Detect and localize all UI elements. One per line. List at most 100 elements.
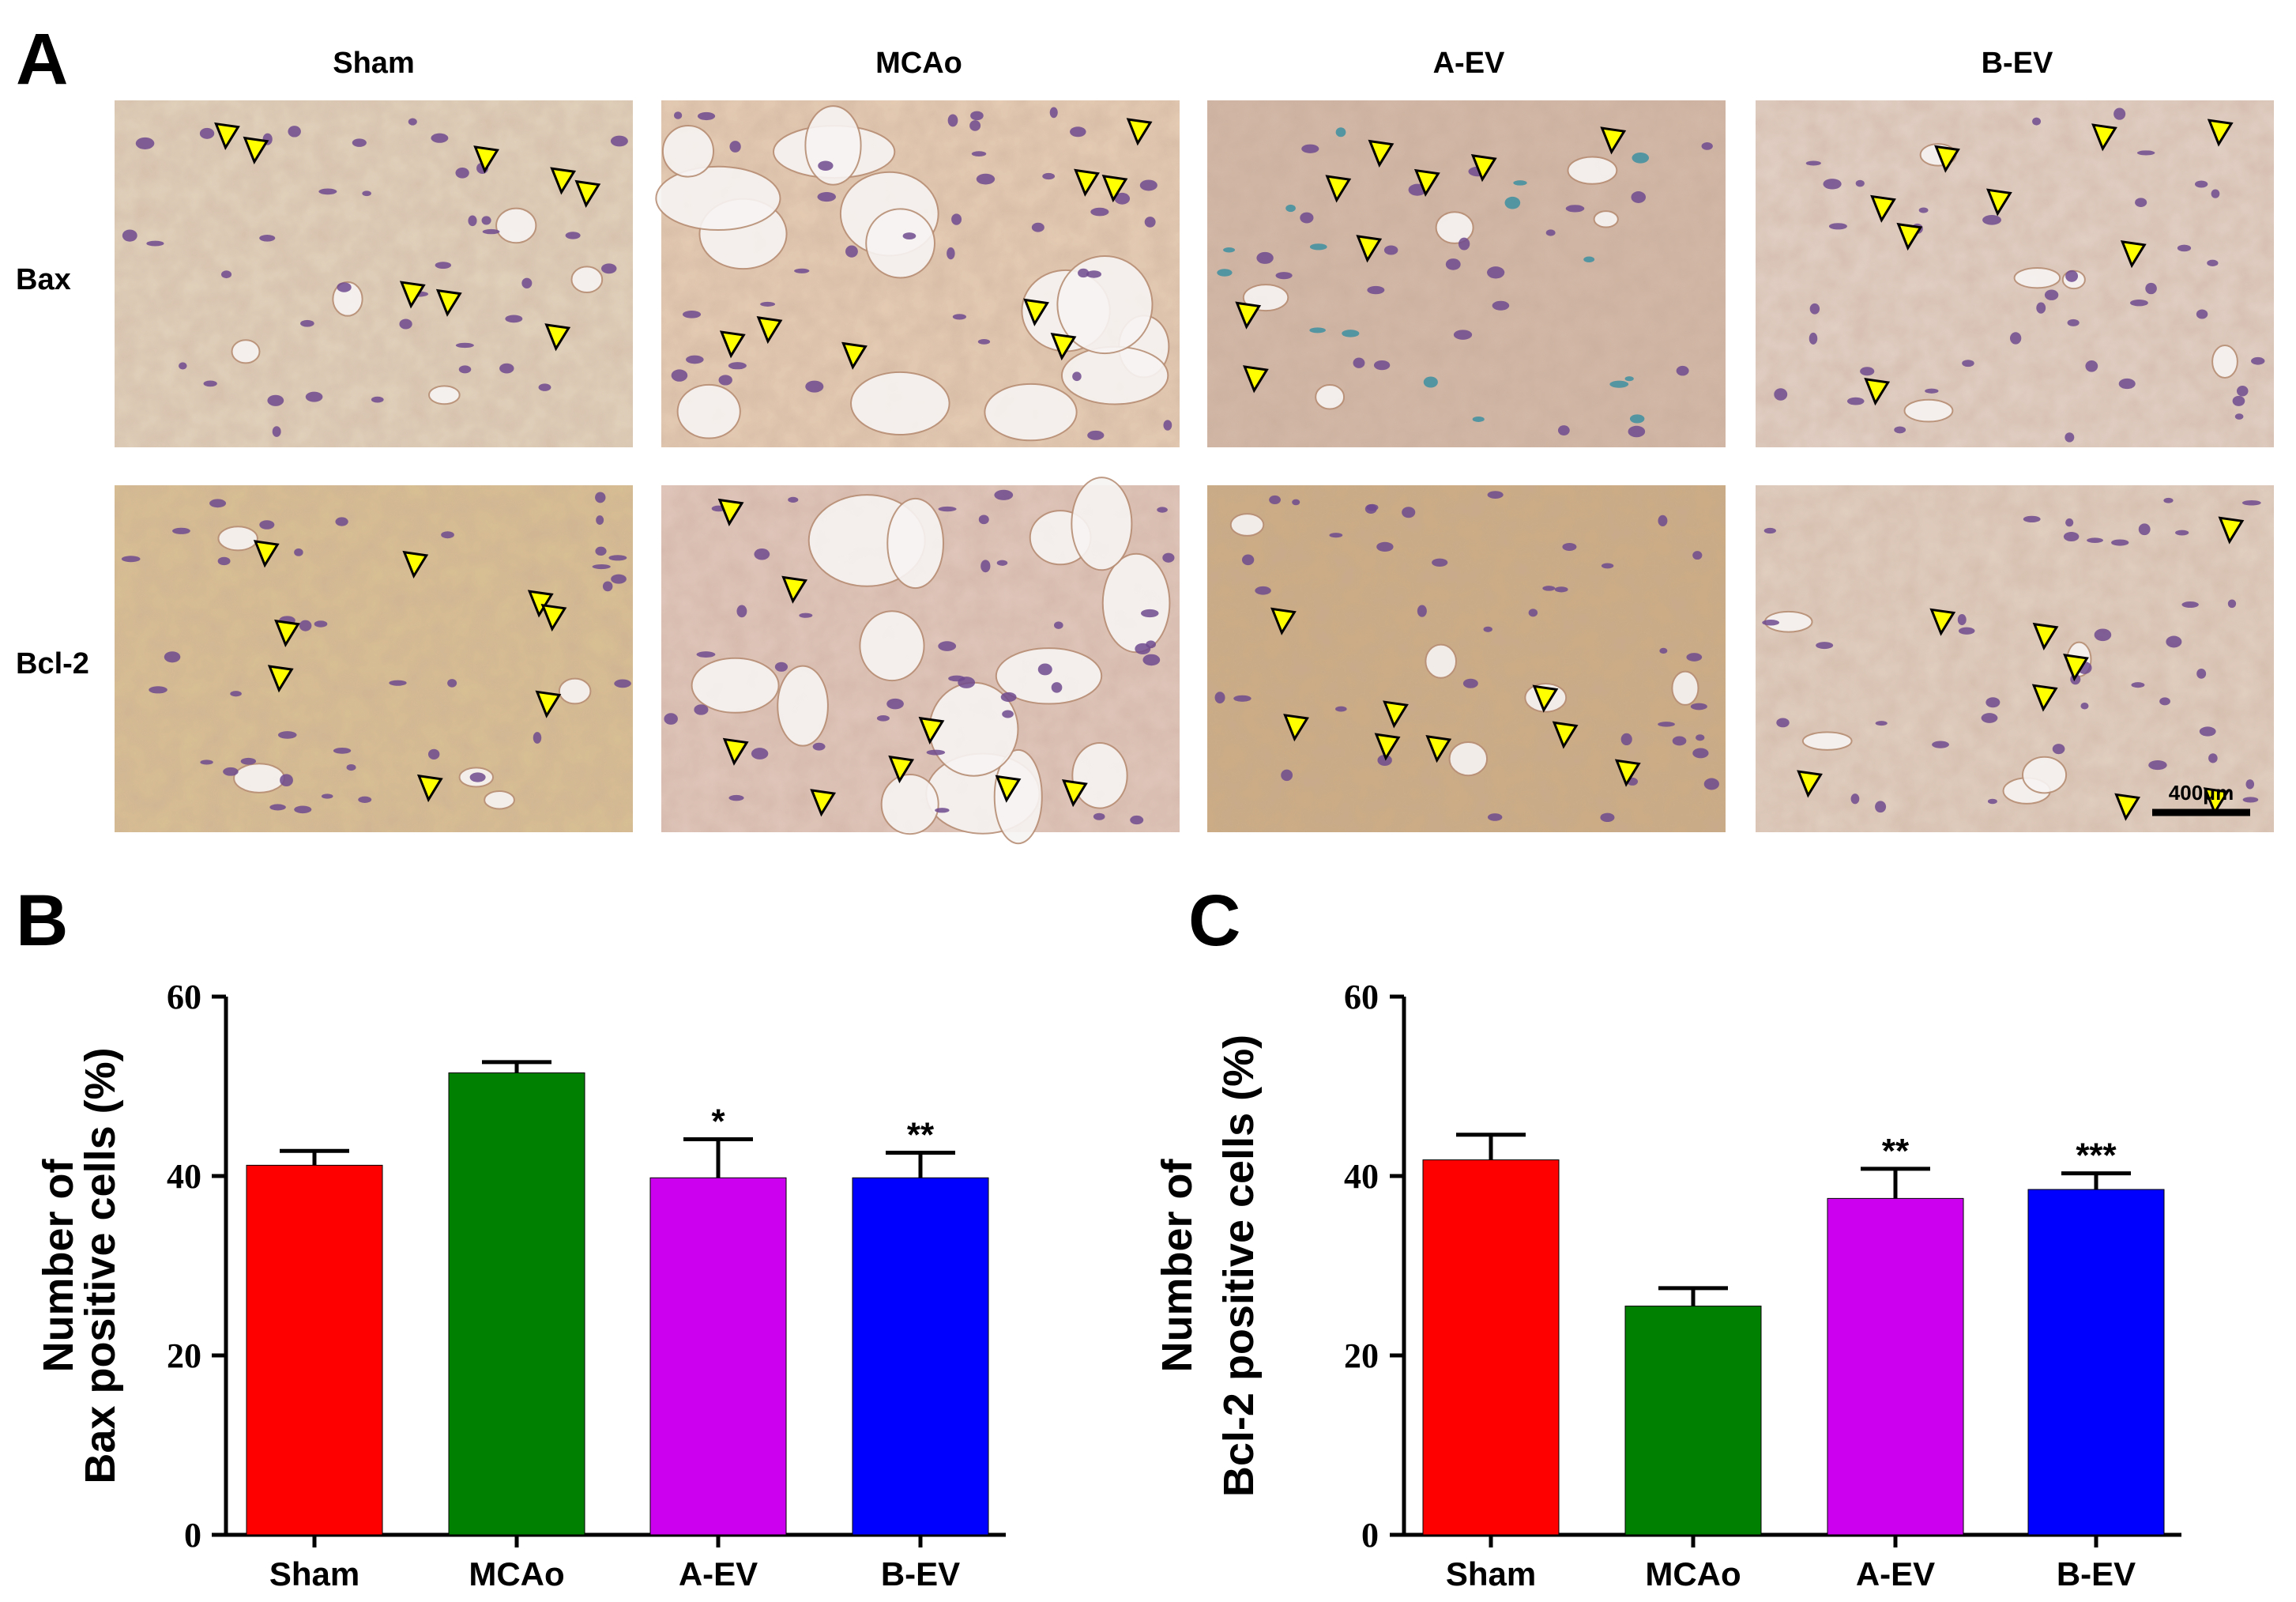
cell-nucleus bbox=[321, 793, 333, 799]
cell-nucleus bbox=[2175, 530, 2189, 536]
cell-nucleus bbox=[1701, 142, 1713, 150]
cell-nucleus bbox=[468, 215, 477, 227]
y-tick-label: 60 bbox=[167, 978, 201, 1016]
cell-nucleus bbox=[994, 489, 1014, 500]
cell-nucleus bbox=[794, 268, 810, 273]
cell-nucleus bbox=[1335, 706, 1347, 712]
cell-nucleus bbox=[371, 396, 384, 403]
arrowhead-marker bbox=[1050, 332, 1077, 361]
significance-label: *** bbox=[2076, 1136, 2117, 1175]
cell-nucleus bbox=[1367, 285, 1385, 295]
cell-nucleus bbox=[1676, 365, 1689, 376]
cell-nucleus bbox=[1162, 552, 1175, 563]
cell-nucleus bbox=[1875, 801, 1887, 813]
cell-nucleus bbox=[135, 137, 155, 149]
cell-nucleus bbox=[2111, 539, 2129, 546]
cell-nucleus bbox=[718, 375, 732, 386]
cell-nucleus bbox=[333, 747, 352, 754]
cell-nucleus bbox=[996, 560, 1008, 566]
cell-nucleus bbox=[1894, 426, 1906, 434]
cell-nucleus bbox=[608, 555, 627, 561]
cell-nucleus bbox=[1285, 204, 1296, 213]
cell-nucleus bbox=[1562, 542, 1577, 551]
cell-nucleus bbox=[200, 760, 213, 765]
cell-nucleus bbox=[408, 118, 417, 126]
bar-a-ev bbox=[649, 1177, 787, 1536]
cell-nucleus bbox=[217, 556, 231, 566]
arrowhead-marker bbox=[1614, 759, 1641, 787]
cell-nucleus bbox=[1692, 748, 1709, 759]
cell-nucleus bbox=[1130, 815, 1144, 825]
cell-nucleus bbox=[671, 369, 688, 382]
y-axis-label: Bax positive cells (%) bbox=[77, 1047, 124, 1483]
cell-nucleus bbox=[1281, 769, 1293, 782]
vacuole bbox=[886, 497, 944, 590]
cell-nucleus bbox=[1850, 793, 1860, 805]
cell-nucleus bbox=[952, 314, 966, 320]
arrowhead-marker bbox=[2203, 787, 2230, 816]
cell-nucleus bbox=[1925, 388, 1939, 394]
cell-nucleus bbox=[533, 732, 542, 744]
vacuole bbox=[231, 339, 261, 364]
cell-nucleus bbox=[1686, 653, 1703, 662]
row-label-bcl2: Bcl-2 bbox=[16, 647, 89, 680]
category-label: MCAo bbox=[469, 1555, 564, 1593]
cell-nucleus bbox=[294, 548, 303, 556]
cell-nucleus bbox=[1690, 703, 1707, 711]
cell-nucleus bbox=[682, 310, 702, 319]
arrowhead-marker bbox=[535, 690, 562, 718]
vacuole bbox=[661, 124, 715, 178]
cell-nucleus bbox=[259, 520, 275, 530]
vacuole bbox=[1101, 552, 1171, 654]
vacuole bbox=[995, 647, 1103, 705]
cell-nucleus bbox=[696, 651, 716, 658]
micrograph-bcl-2-a-ev bbox=[1207, 485, 1726, 832]
cell-nucleus bbox=[817, 192, 836, 202]
cell-nucleus bbox=[172, 527, 190, 534]
arrowhead-marker bbox=[841, 341, 868, 370]
cell-nucleus bbox=[2094, 628, 2112, 642]
arrowhead-marker bbox=[1283, 714, 1309, 742]
vacuole bbox=[2013, 266, 2061, 289]
cell-nucleus bbox=[288, 126, 301, 138]
cell-nucleus bbox=[1090, 207, 1109, 217]
cell-nucleus bbox=[267, 394, 284, 406]
y-tick-label: 20 bbox=[167, 1336, 201, 1375]
cell-nucleus bbox=[1846, 397, 1865, 405]
cell-nucleus bbox=[1140, 609, 1159, 618]
vacuole bbox=[804, 105, 862, 186]
bar-mcao bbox=[448, 1072, 585, 1536]
vacuole bbox=[495, 207, 537, 244]
cell-nucleus bbox=[1620, 733, 1632, 746]
cell-nucleus bbox=[1545, 229, 1556, 236]
vacuole bbox=[993, 748, 1043, 845]
y-axis-label: Bcl-2 positive cells (%) bbox=[1215, 1035, 1263, 1497]
cell-nucleus bbox=[1762, 620, 1780, 626]
scale-bar-label: 400μm bbox=[2169, 781, 2234, 805]
cell-nucleus bbox=[1487, 813, 1503, 821]
cell-nucleus bbox=[1962, 360, 1974, 368]
cell-nucleus bbox=[2080, 703, 2089, 710]
cell-nucleus bbox=[886, 698, 904, 710]
arrowhead-marker bbox=[402, 550, 429, 579]
cell-nucleus bbox=[1658, 515, 1668, 527]
cell-nucleus bbox=[1632, 153, 1650, 164]
cell-nucleus bbox=[1600, 812, 1615, 823]
vacuole bbox=[655, 165, 781, 232]
cell-nucleus bbox=[337, 282, 352, 292]
vacuole bbox=[1071, 477, 1133, 571]
cell-nucleus bbox=[926, 749, 946, 756]
cell-nucleus bbox=[399, 319, 412, 330]
cell-nucleus bbox=[2023, 515, 2041, 523]
vacuole bbox=[1593, 210, 1619, 228]
cell-nucleus bbox=[362, 190, 371, 197]
cell-nucleus bbox=[1051, 682, 1063, 693]
cell-nucleus bbox=[2010, 332, 2022, 345]
arrowhead-marker bbox=[888, 755, 915, 784]
column-label-a-ev: A-EV bbox=[1433, 47, 1505, 80]
column-label-b-ev: B-EV bbox=[1982, 47, 2053, 80]
micrograph-bax-sham bbox=[115, 100, 633, 447]
micrograph-bcl-2-b-ev bbox=[1756, 485, 2274, 832]
cell-nucleus bbox=[164, 651, 181, 663]
cell-nucleus bbox=[805, 380, 824, 393]
